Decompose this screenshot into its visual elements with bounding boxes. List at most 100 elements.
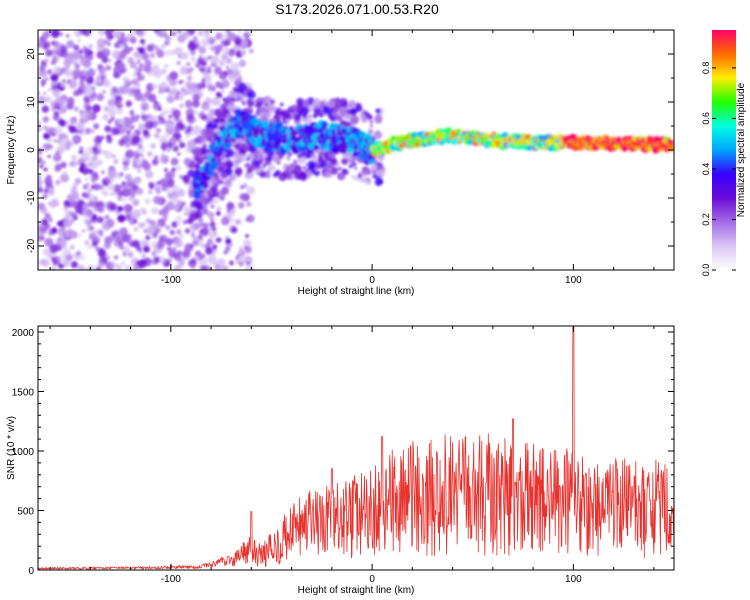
heat-cell xyxy=(63,205,69,211)
heat-cell xyxy=(44,58,49,63)
heat-cell xyxy=(607,142,611,146)
heat-cell xyxy=(367,128,374,135)
heat-cell xyxy=(344,121,351,128)
heat-cell xyxy=(459,133,463,137)
heat-cell xyxy=(63,58,72,68)
heat-cell xyxy=(576,140,581,144)
heat-cell xyxy=(55,179,61,186)
heat-cell xyxy=(68,125,77,134)
heat-cell xyxy=(65,65,70,70)
heat-cell xyxy=(151,158,159,166)
heat-cell xyxy=(41,258,50,267)
heat-cell xyxy=(64,202,68,206)
heat-cell xyxy=(371,164,378,170)
heat-cell xyxy=(263,108,270,114)
heat-cell xyxy=(247,90,256,100)
chart-title: S173.2026.071.00.53.R20 xyxy=(275,1,439,17)
heat-cell xyxy=(267,156,273,162)
heat-cell xyxy=(64,232,70,238)
heat-cell xyxy=(225,160,234,169)
heat-cell xyxy=(142,43,146,47)
heat-cell xyxy=(147,189,153,195)
heat-cell xyxy=(151,251,156,256)
colorbar-tick-label: 0.2 xyxy=(701,213,711,226)
heat-cell xyxy=(114,255,119,260)
heat-cell xyxy=(500,138,504,142)
heat-cell xyxy=(57,267,62,270)
heat-cell xyxy=(521,139,525,143)
heat-cell xyxy=(73,90,80,97)
heat-cell xyxy=(661,145,665,149)
heat-cell xyxy=(255,102,262,109)
heat-cell xyxy=(156,242,164,250)
heat-cell xyxy=(164,172,173,180)
heat-cell xyxy=(107,98,117,108)
heat-cell xyxy=(268,127,275,134)
heat-cell xyxy=(171,31,176,36)
heat-cell xyxy=(90,233,97,240)
heat-cell xyxy=(48,217,53,223)
heat-cell xyxy=(242,239,252,249)
heat-cell xyxy=(215,91,222,98)
heat-cell xyxy=(121,261,126,266)
heat-cell xyxy=(207,238,214,245)
heat-cell xyxy=(278,172,288,182)
heat-cell xyxy=(171,246,177,252)
heat-cell xyxy=(117,214,126,223)
heat-cell xyxy=(113,71,120,79)
heat-cell xyxy=(102,90,106,94)
heat-cell xyxy=(211,226,217,232)
heat-cell xyxy=(225,142,232,149)
heat-cell xyxy=(99,184,105,190)
heat-cell xyxy=(182,249,191,259)
heat-cell xyxy=(341,157,349,165)
heat-cell xyxy=(150,220,156,225)
heat-cell xyxy=(104,80,112,88)
heat-cell xyxy=(293,159,298,164)
heat-cell xyxy=(104,214,110,220)
heat-cell xyxy=(339,146,348,154)
heat-cell xyxy=(565,140,569,144)
heat-cell xyxy=(117,196,122,201)
heat-cell xyxy=(252,128,260,136)
heat-cell xyxy=(505,141,509,145)
heat-cell xyxy=(84,91,89,97)
heat-cell xyxy=(414,140,418,144)
heat-cell xyxy=(552,139,556,143)
heat-cell xyxy=(113,238,123,248)
heat-cell xyxy=(149,52,155,59)
heat-cell xyxy=(78,49,84,54)
heat-cell xyxy=(51,81,57,87)
x-tick-label: 0 xyxy=(369,275,375,286)
heat-cell xyxy=(117,205,124,212)
heat-cell xyxy=(144,120,154,130)
heat-cell xyxy=(648,140,652,144)
heat-cell xyxy=(168,258,173,262)
heat-cell xyxy=(56,254,66,263)
heat-cell xyxy=(178,259,185,267)
heat-cell xyxy=(375,145,379,149)
colorbar-label: Normalized spectral amplitude xyxy=(736,82,747,217)
heat-cell xyxy=(144,198,151,204)
heat-cell xyxy=(43,167,48,172)
heat-cell xyxy=(341,121,345,125)
heat-cell xyxy=(176,222,181,226)
heat-cell xyxy=(93,183,101,191)
heat-cell xyxy=(39,164,44,169)
heat-cell xyxy=(167,148,170,152)
heat-cell xyxy=(238,148,247,156)
heat-cell xyxy=(191,239,199,247)
heat-cell xyxy=(247,216,254,223)
heat-cell xyxy=(202,129,206,133)
heat-cell xyxy=(177,233,185,240)
heat-cell xyxy=(121,197,127,203)
heat-cell xyxy=(527,142,531,146)
heat-cell xyxy=(246,201,252,207)
heat-cell xyxy=(187,75,193,81)
heat-cell xyxy=(51,85,56,90)
heat-cell xyxy=(57,246,63,251)
heat-cell xyxy=(165,225,171,231)
heat-cell xyxy=(141,157,145,161)
heat-cell xyxy=(164,63,169,69)
